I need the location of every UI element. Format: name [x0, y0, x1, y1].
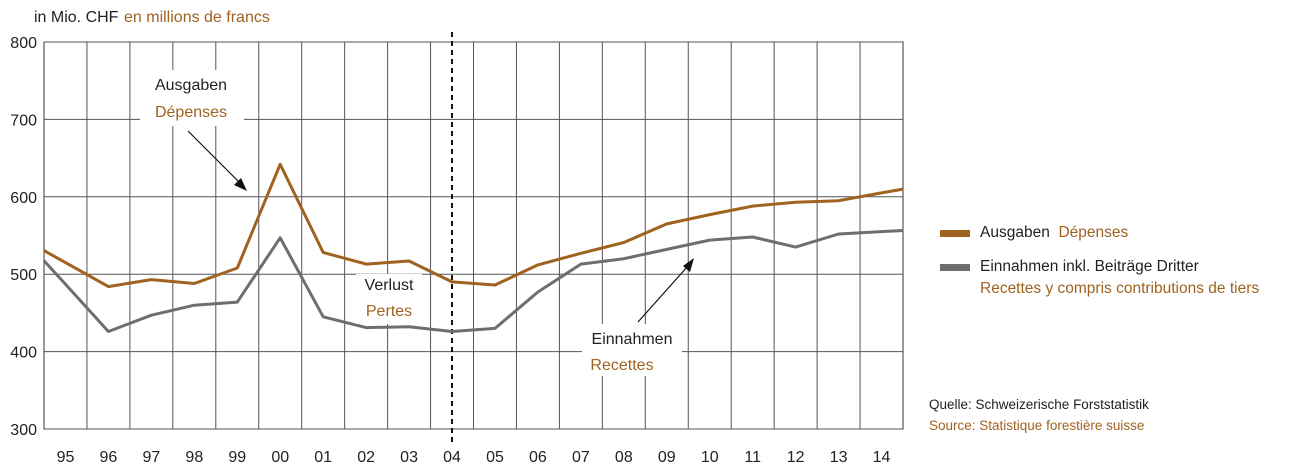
arrowhead-ausgaben: [234, 178, 247, 191]
annotation-ausgaben: Ausgaben: [155, 77, 227, 94]
x-tick-14: 14: [873, 449, 891, 466]
series-line-ausgaben: [43, 162, 904, 289]
x-tick-11: 11: [744, 449, 761, 466]
y-tick-500: 500: [10, 267, 37, 284]
source-note: Quelle: Schweizerische Forststatistik So…: [929, 394, 1149, 436]
y-tick-400: 400: [10, 345, 37, 362]
y-tick-300: 300: [10, 422, 37, 439]
y-tick-600: 600: [10, 190, 37, 207]
x-tick-00: 00: [271, 449, 289, 466]
legend-label-recettes: Recettes y compris contributions de tier…: [980, 280, 1260, 297]
x-tick-10: 10: [701, 449, 719, 466]
x-tick-05: 05: [486, 449, 504, 466]
y-axis-label: in Mio. CHF: [34, 9, 119, 26]
legend: Ausgaben Dépenses Einnahmen inkl. Beiträ…: [940, 222, 1259, 312]
y-tick-700: 700: [10, 112, 37, 129]
x-axis-ticks: 95 96 97 98 99 00 01 02 03 04 05 06 07 08 09 10 11 12 13 14: [57, 449, 891, 466]
annotation-einnahmen: Einnahmen: [592, 331, 673, 348]
arrowhead-einnahmen: [683, 258, 694, 272]
series-line-einnahmen: [42, 229, 904, 333]
x-tick-03: 03: [400, 449, 418, 466]
annotation-arrow-einnahmen: [637, 265, 689, 323]
x-tick-07: 07: [572, 449, 590, 466]
legend-item-einnahmen: Einnahmen inkl. Beiträge Dritter Recette…: [940, 256, 1259, 300]
annotation-verlust: Verlust: [365, 277, 414, 294]
x-tick-98: 98: [185, 449, 203, 466]
legend-item-ausgaben: Ausgaben Dépenses: [940, 222, 1259, 244]
legend-label-ausgaben: Ausgaben: [980, 224, 1050, 241]
annotation-arrow-ausgaben: [187, 130, 241, 184]
x-tick-01: 01: [314, 449, 332, 466]
x-tick-96: 96: [100, 449, 118, 466]
x-tick-04: 04: [443, 449, 461, 466]
x-tick-09: 09: [658, 449, 676, 466]
x-tick-95: 95: [57, 449, 75, 466]
x-tick-06: 06: [529, 449, 547, 466]
x-tick-08: 08: [615, 449, 633, 466]
annotation-pertes: Pertes: [366, 303, 412, 320]
legend-label-depenses: Dépenses: [1058, 224, 1129, 241]
series-lines: [42, 162, 904, 333]
x-tick-12: 12: [787, 449, 805, 466]
legend-swatch-einnahmen: [940, 264, 970, 271]
legend-swatch-ausgaben: [940, 230, 970, 237]
source-de: Quelle: Schweizerische Forststatistik: [929, 397, 1149, 412]
legend-label-einnahmen: Einnahmen inkl. Beiträge Dritter: [980, 258, 1199, 275]
y-tick-800: 800: [10, 35, 37, 52]
x-tick-13: 13: [830, 449, 848, 466]
annotation-depenses: Dépenses: [155, 104, 227, 121]
x-tick-99: 99: [228, 449, 246, 466]
source-fr: Source: Statistique forestière suisse: [929, 418, 1145, 433]
x-tick-02: 02: [357, 449, 375, 466]
y-axis-ticks: 300 400 500 600 700 800: [10, 35, 37, 439]
y-axis-label-fr: en millions de francs: [124, 9, 270, 26]
x-tick-97: 97: [142, 449, 160, 466]
annotation-recettes: Recettes: [590, 357, 653, 374]
